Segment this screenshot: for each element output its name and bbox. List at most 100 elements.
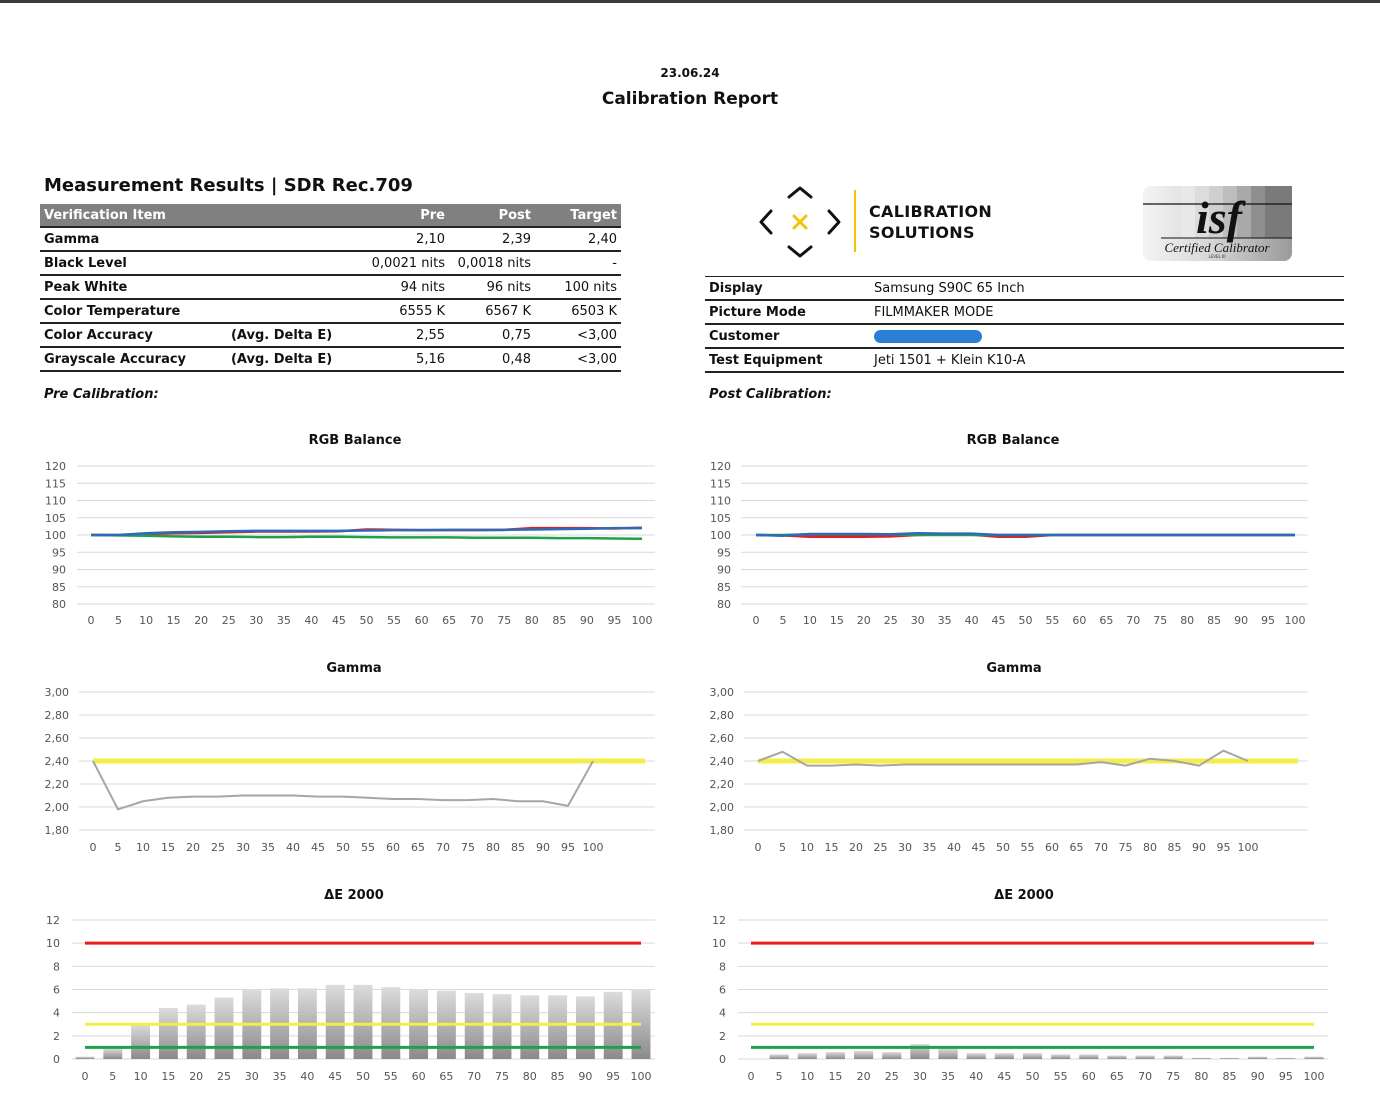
x-tick-label: 75 bbox=[497, 614, 511, 627]
chart-title: ΔE 2000 bbox=[994, 888, 1054, 903]
x-tick-label: 15 bbox=[828, 1070, 842, 1083]
row-post: 0,48 bbox=[449, 347, 535, 372]
x-tick-label: 60 bbox=[1045, 841, 1059, 854]
x-tick-label: 45 bbox=[992, 614, 1006, 627]
info-label-picture-mode: Picture Mode bbox=[705, 300, 870, 325]
isf-certified-badge: isf Certified Calibrator LEVEL III bbox=[1143, 186, 1292, 261]
chart-bar bbox=[1135, 1055, 1155, 1059]
table-row: Gamma 2,10 2,39 2,40 bbox=[40, 227, 621, 252]
x-tick-label: 95 bbox=[606, 1070, 620, 1083]
y-tick-label: 2,60 bbox=[710, 732, 735, 745]
x-tick-label: 90 bbox=[578, 1070, 592, 1083]
x-tick-label: 85 bbox=[1168, 841, 1182, 854]
row-post: 96 nits bbox=[449, 275, 535, 300]
info-table: Display Samsung S90C 65 Inch Picture Mode… bbox=[705, 276, 1344, 373]
header-pre: Pre bbox=[363, 204, 449, 228]
x-tick-label: 50 bbox=[1026, 1070, 1040, 1083]
isf-wordmark: isf bbox=[1196, 192, 1247, 243]
chart-bar bbox=[966, 1053, 986, 1059]
x-tick-label: 20 bbox=[186, 841, 200, 854]
x-tick-label: 80 bbox=[1143, 841, 1157, 854]
x-tick-label: 90 bbox=[1234, 614, 1248, 627]
x-tick-label: 40 bbox=[947, 841, 961, 854]
x-tick-label: 85 bbox=[1223, 1070, 1237, 1083]
x-tick-label: 55 bbox=[1045, 614, 1059, 627]
x-tick-label: 55 bbox=[1021, 841, 1035, 854]
y-tick-label: 8 bbox=[53, 960, 60, 973]
x-tick-label: 95 bbox=[607, 614, 621, 627]
pre-calibration-label: Pre Calibration: bbox=[44, 387, 159, 402]
x-tick-label: 35 bbox=[923, 841, 937, 854]
x-tick-label: 55 bbox=[1054, 1070, 1068, 1083]
x-tick-label: 70 bbox=[467, 1070, 481, 1083]
chart-title: Gamma bbox=[986, 661, 1041, 676]
x-tick-label: 90 bbox=[1251, 1070, 1265, 1083]
x-tick-label: 60 bbox=[415, 614, 429, 627]
chart-bar bbox=[575, 996, 595, 1059]
x-tick-label: 10 bbox=[139, 614, 153, 627]
x-tick-label: 65 bbox=[411, 841, 425, 854]
table-row: Peak White 94 nits 96 nits 100 nits bbox=[40, 275, 621, 300]
x-tick-label: 70 bbox=[1138, 1070, 1152, 1083]
x-tick-label: 30 bbox=[911, 614, 925, 627]
x-tick-label: 0 bbox=[753, 614, 760, 627]
series-line bbox=[92, 760, 594, 811]
x-tick-label: 0 bbox=[88, 614, 95, 627]
y-tick-label: 2 bbox=[719, 1030, 726, 1043]
x-tick-label: 5 bbox=[115, 614, 122, 627]
y-tick-label: 105 bbox=[45, 512, 66, 525]
x-tick-label: 85 bbox=[511, 841, 525, 854]
chart-bar bbox=[214, 997, 234, 1059]
x-tick-label: 65 bbox=[442, 614, 456, 627]
x-tick-label: 80 bbox=[523, 1070, 537, 1083]
x-tick-label: 80 bbox=[1194, 1070, 1208, 1083]
results-table: Verification Item Pre Post Target Gamma 2… bbox=[40, 204, 621, 372]
row-post: 0,0018 nits bbox=[449, 251, 535, 276]
info-label-display: Display bbox=[705, 276, 870, 301]
row-target: 100 nits bbox=[535, 275, 621, 300]
x-tick-label: 40 bbox=[300, 1070, 314, 1083]
x-tick-label: 70 bbox=[1126, 614, 1140, 627]
info-value-picture-mode: FILMMAKER MODE bbox=[870, 300, 1344, 325]
chart-title: Gamma bbox=[326, 661, 381, 676]
chart-bar bbox=[797, 1053, 817, 1059]
post-calibration-label: Post Calibration: bbox=[709, 387, 832, 402]
x-tick-label: 65 bbox=[1110, 1070, 1124, 1083]
chart-bar bbox=[1304, 1056, 1324, 1059]
x-tick-label: 20 bbox=[857, 1070, 871, 1083]
row-item: Black Level bbox=[40, 251, 227, 276]
row-target: - bbox=[535, 251, 621, 276]
row-item: Color Temperature bbox=[40, 299, 227, 324]
y-tick-label: 80 bbox=[52, 598, 66, 611]
x-tick-label: 30 bbox=[898, 841, 912, 854]
chart-bar bbox=[464, 992, 484, 1059]
chart-post-de: ΔE 2000 0 2 4 6 8 10 12 0 5 10 15 20 25 30 35 40 45 50 55 60… bbox=[712, 888, 1328, 1083]
series-line bbox=[755, 532, 1295, 537]
x-tick-label: 5 bbox=[109, 1070, 116, 1083]
x-tick-label: 90 bbox=[580, 614, 594, 627]
x-tick-label: 15 bbox=[825, 841, 839, 854]
x-tick-label: 15 bbox=[161, 841, 175, 854]
chart-bar bbox=[854, 1050, 874, 1059]
row-sub bbox=[226, 275, 363, 300]
table-row: Customer bbox=[705, 324, 1344, 349]
row-target: 6503 K bbox=[535, 299, 621, 324]
x-tick-label: 10 bbox=[136, 841, 150, 854]
x-tick-label: 90 bbox=[1192, 841, 1206, 854]
x-tick-label: 20 bbox=[857, 614, 871, 627]
y-tick-label: 100 bbox=[45, 529, 66, 542]
x-tick-label: 10 bbox=[803, 614, 817, 627]
results-header-row: Verification Item Pre Post Target bbox=[40, 204, 621, 228]
table-row: Color Accuracy (Avg. Delta E) 2,55 0,75 <3,0… bbox=[40, 323, 621, 348]
x-tick-label: 60 bbox=[386, 841, 400, 854]
x-tick-label: 50 bbox=[336, 841, 350, 854]
y-tick-label: 2,80 bbox=[710, 709, 735, 722]
row-pre: 94 nits bbox=[363, 275, 449, 300]
y-tick-label: 0 bbox=[53, 1053, 60, 1066]
y-tick-label: 110 bbox=[710, 495, 731, 508]
x-tick-label: 30 bbox=[249, 614, 263, 627]
chart-bar bbox=[1079, 1054, 1099, 1059]
chart-pre-de: ΔE 2000 0 2 4 6 8 10 12 0 5 10 15 20 25 30 35 40 45 50 55 60… bbox=[46, 888, 655, 1083]
logo-divider bbox=[854, 190, 856, 252]
x-tick-label: 55 bbox=[384, 1070, 398, 1083]
